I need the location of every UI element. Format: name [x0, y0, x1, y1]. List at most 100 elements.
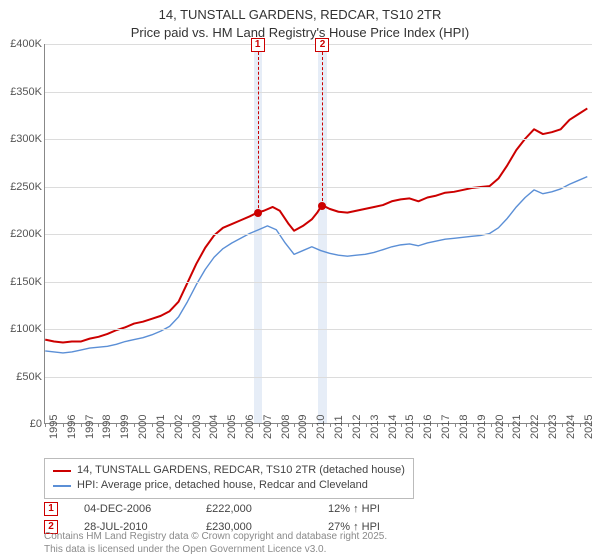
x-tick	[491, 423, 492, 427]
x-axis-label: 2000	[137, 415, 149, 439]
x-tick	[455, 423, 456, 427]
footer-line: This data is licensed under the Open Gov…	[44, 544, 387, 557]
x-axis-label: 2006	[244, 415, 256, 439]
x-tick	[259, 423, 260, 427]
x-tick	[134, 423, 135, 427]
x-tick	[81, 423, 82, 427]
legend-label: 14, TUNSTALL GARDENS, REDCAR, TS10 2TR (…	[77, 463, 405, 478]
legend-label: HPI: Average price, detached house, Redc…	[77, 478, 368, 493]
x-axis-label: 1998	[101, 415, 113, 439]
y-axis-label: £100K	[2, 323, 42, 335]
x-tick	[312, 423, 313, 427]
x-axis-label: 2019	[476, 415, 488, 439]
x-tick	[348, 423, 349, 427]
event-flag-icon: 1	[44, 502, 58, 516]
gridline	[45, 92, 592, 93]
x-tick	[580, 423, 581, 427]
x-tick	[437, 423, 438, 427]
gridline	[45, 139, 592, 140]
x-axis-label: 2015	[404, 415, 416, 439]
x-axis-label: 2004	[208, 415, 220, 439]
x-tick	[526, 423, 527, 427]
x-axis-label: 2025	[583, 415, 595, 439]
x-axis-label: 2003	[191, 415, 203, 439]
x-tick	[116, 423, 117, 427]
x-axis-label: 2007	[262, 415, 274, 439]
x-axis-label: 1995	[48, 415, 60, 439]
x-tick	[508, 423, 509, 427]
flag-marker: 1	[251, 38, 265, 52]
flag-stick	[258, 52, 259, 213]
x-tick	[366, 423, 367, 427]
y-axis-label: £200K	[2, 228, 42, 240]
x-axis-label: 2011	[333, 415, 345, 439]
footer-attribution: Contains HM Land Registry data © Crown c…	[44, 531, 387, 556]
x-tick	[188, 423, 189, 427]
x-axis-label: 1999	[119, 415, 131, 439]
x-axis-label: 2021	[511, 415, 523, 439]
chart-title: 14, TUNSTALL GARDENS, REDCAR, TS10 2TR P…	[0, 0, 600, 41]
x-axis-label: 2017	[440, 415, 452, 439]
x-axis-label: 2023	[547, 415, 559, 439]
x-axis-label: 2013	[369, 415, 381, 439]
x-axis-label: 2008	[280, 415, 292, 439]
x-axis-label: 2002	[173, 415, 185, 439]
y-axis-label: £0	[2, 418, 42, 430]
gridline	[45, 282, 592, 283]
flag-marker: 2	[315, 38, 329, 52]
legend: 14, TUNSTALL GARDENS, REDCAR, TS10 2TR (…	[44, 458, 414, 499]
x-tick	[419, 423, 420, 427]
x-tick	[170, 423, 171, 427]
x-tick	[223, 423, 224, 427]
gridline	[45, 234, 592, 235]
x-axis-label: 2016	[422, 415, 434, 439]
y-axis-label: £300K	[2, 133, 42, 145]
y-axis-label: £150K	[2, 276, 42, 288]
price-dot	[254, 209, 262, 217]
x-tick	[63, 423, 64, 427]
x-axis-label: 2001	[155, 415, 167, 439]
gridline	[45, 187, 592, 188]
y-axis-label: £50K	[2, 371, 42, 383]
x-axis-label: 1997	[84, 415, 96, 439]
event-price: £222,000	[206, 503, 302, 515]
x-axis-label: 2009	[297, 415, 309, 439]
legend-row: 14, TUNSTALL GARDENS, REDCAR, TS10 2TR (…	[53, 463, 405, 478]
x-tick	[544, 423, 545, 427]
gridline	[45, 329, 592, 330]
series-line	[45, 108, 587, 342]
x-tick	[401, 423, 402, 427]
event-date: 04-DEC-2006	[84, 503, 180, 515]
legend-swatch	[53, 470, 71, 472]
x-tick	[384, 423, 385, 427]
legend-row: HPI: Average price, detached house, Redc…	[53, 478, 405, 493]
x-axis-label: 2012	[351, 415, 363, 439]
title-subtitle: Price paid vs. HM Land Registry's House …	[0, 24, 600, 42]
y-axis-label: £250K	[2, 181, 42, 193]
x-axis-label: 2014	[387, 415, 399, 439]
x-axis-label: 2020	[494, 415, 506, 439]
y-axis-label: £350K	[2, 86, 42, 98]
event-row: 1 04-DEC-2006 £222,000 12% ↑ HPI	[44, 500, 424, 518]
x-axis-label: 2010	[315, 415, 327, 439]
line-chart: 1995199619971998199920002001200220032004…	[44, 44, 592, 424]
x-tick	[98, 423, 99, 427]
x-tick	[330, 423, 331, 427]
price-dot	[318, 202, 326, 210]
title-address: 14, TUNSTALL GARDENS, REDCAR, TS10 2TR	[0, 6, 600, 24]
x-tick	[152, 423, 153, 427]
x-axis-label: 2024	[565, 415, 577, 439]
x-tick	[294, 423, 295, 427]
x-axis-label: 2022	[529, 415, 541, 439]
flag-stick	[322, 52, 323, 206]
x-tick	[473, 423, 474, 427]
gridline	[45, 377, 592, 378]
x-axis-label: 1996	[66, 415, 78, 439]
event-note: 12% ↑ HPI	[328, 503, 424, 515]
x-axis-label: 2018	[458, 415, 470, 439]
x-tick	[241, 423, 242, 427]
x-axis-label: 2005	[226, 415, 238, 439]
x-tick	[562, 423, 563, 427]
x-tick	[45, 423, 46, 427]
y-axis-label: £400K	[2, 38, 42, 50]
